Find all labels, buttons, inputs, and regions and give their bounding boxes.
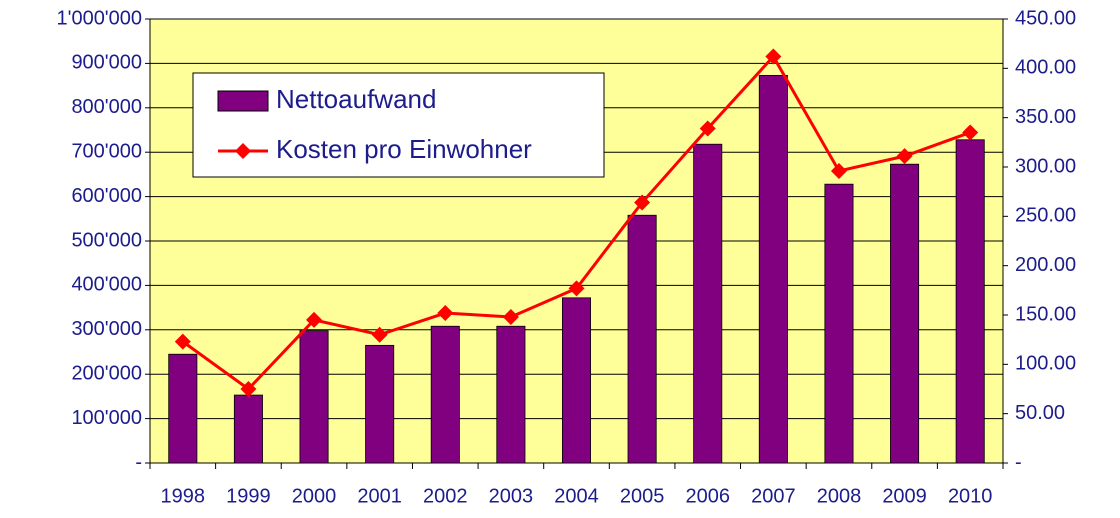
bar (890, 163, 920, 464)
legend-label: Kosten pro Einwohner (276, 134, 532, 164)
marker (240, 381, 257, 397)
y2-tick-label: 50.00 (1015, 402, 1065, 424)
y-tick-label: 700'000 (71, 140, 142, 162)
x-tick-label: 2005 (620, 485, 665, 507)
marker (568, 280, 585, 297)
legend-marker (235, 143, 251, 159)
y-tick-label: 100'000 (71, 407, 142, 429)
x-tick-label: 2004 (554, 485, 599, 507)
marker (306, 311, 323, 328)
y-tick-label: 900'000 (71, 52, 142, 74)
x-tick-label: 2008 (817, 485, 862, 507)
bar (365, 344, 395, 464)
y-tick-label: 600'000 (71, 185, 142, 207)
y2-tick-label: 100.00 (1015, 353, 1076, 375)
bar (430, 325, 460, 464)
x-tick-label: 1998 (161, 485, 206, 507)
bar (824, 183, 854, 464)
x-tick-label: 2007 (751, 485, 796, 507)
bar (168, 353, 198, 464)
y-tick-label: 400'000 (71, 274, 142, 296)
y2-tick-label: 450.00 (1015, 7, 1076, 29)
marker (502, 308, 519, 325)
y2-tick-label: 350.00 (1015, 106, 1076, 128)
bar (561, 297, 592, 464)
x-tick-label: 2006 (685, 485, 730, 507)
y-tick-label: - (135, 451, 142, 473)
legend-label: Nettoaufwand (276, 84, 436, 114)
y-tick-label: 800'000 (71, 96, 142, 118)
bar (955, 139, 985, 464)
bar (496, 325, 526, 464)
y-tick-label: 300'000 (71, 318, 142, 340)
x-tick-label: 2000 (292, 485, 337, 507)
y2-tick-label: 150.00 (1015, 303, 1076, 325)
legend-swatch (217, 90, 269, 112)
y2-tick-label: 250.00 (1015, 205, 1076, 227)
marker (371, 326, 388, 343)
bar (299, 330, 329, 464)
y2-tick-label: - (1015, 451, 1022, 473)
x-tick-label: 2001 (357, 485, 402, 507)
y2-tick-label: 300.00 (1015, 155, 1076, 177)
marker (765, 48, 782, 65)
x-tick-label: 2003 (489, 485, 534, 507)
marker (174, 333, 191, 350)
bar (758, 74, 788, 464)
y2-tick-label: 200.00 (1015, 254, 1076, 276)
marker (962, 124, 979, 141)
y-tick-label: 500'000 (71, 229, 142, 251)
marker (634, 194, 651, 211)
marker (830, 162, 847, 179)
bar (627, 214, 657, 464)
x-tick-label: 1999 (226, 485, 271, 507)
bar (233, 394, 263, 464)
x-tick-label: 2009 (882, 485, 927, 507)
y2-tick-label: 400.00 (1015, 57, 1076, 79)
legend-box (192, 72, 605, 178)
x-tick-label: 2010 (948, 485, 993, 507)
marker (896, 148, 913, 165)
y-tick-label: 200'000 (71, 362, 142, 384)
bar (693, 143, 723, 464)
x-tick-label: 2002 (423, 485, 468, 507)
marker (437, 305, 454, 322)
y-tick-label: 1'000'000 (57, 7, 143, 29)
marker (699, 120, 716, 137)
